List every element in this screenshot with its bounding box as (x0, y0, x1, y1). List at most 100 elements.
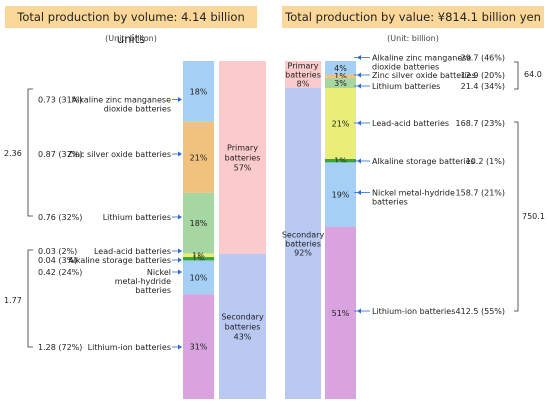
value-label-arrow (357, 120, 361, 126)
volume-bar-segment (183, 294, 214, 399)
value-segment-percent: 51% (332, 309, 350, 318)
volume-summary-label: 43% (234, 332, 252, 341)
value-bar-segment (325, 88, 356, 160)
volume-segment-percent: 10% (190, 273, 208, 282)
value-unit-label: (Unit: billion) (387, 34, 439, 43)
value-bar-segment (325, 74, 356, 78)
volume-item-value: 0.04 (3%) (38, 256, 77, 265)
value-summary-label: batteries (285, 71, 321, 80)
volume-chart-title: Total production by volume: 4.14 billion… (5, 6, 257, 46)
volume-bar-segment (183, 61, 214, 122)
volume-segment-percent: 21% (190, 153, 208, 162)
volume-secondary-bracket (27, 249, 33, 348)
volume-label-arrow (178, 248, 182, 254)
value-item-value: 412.5 (55%) (456, 307, 505, 316)
value-segment-percent: 1% (334, 72, 347, 81)
value-summary-label: batteries (285, 240, 321, 249)
volume-bar-segment (183, 260, 214, 295)
value-segment-percent: 4% (334, 64, 347, 73)
value-primary-bracket (514, 61, 519, 90)
volume-summary-label: 57% (234, 163, 252, 172)
value-item-value: 158.7 (21%) (456, 189, 505, 198)
value-item-label: Nickel metal-hydride (372, 189, 455, 198)
value-bar-segment (325, 61, 356, 75)
volume-item-label: metal-hydride (115, 277, 171, 286)
value-item-label: Alkaline zinc manganese (372, 54, 471, 63)
value-chart-title: Total production by value: ¥814.1 billio… (282, 6, 544, 28)
volume-segment-percent: 18% (190, 87, 208, 96)
volume-label-arrow (178, 344, 182, 350)
volume-item-label: Alkaline storage batteries (68, 256, 171, 265)
volume-label-arrow (178, 151, 182, 157)
volume-bar-segment (183, 253, 214, 258)
volume-primary-total: 2.36 (4, 149, 22, 158)
value-item-value: 29.7 (46%) (461, 54, 505, 63)
volume-item-value: 0.42 (24%) (38, 268, 82, 277)
volume-item-label: Zinc silver oxide batteries (67, 150, 171, 159)
volume-label-arrow (178, 97, 182, 102)
volume-summary-label: batteries (225, 322, 261, 331)
value-segment-percent: 1% (334, 157, 347, 166)
volume-segment-percent: 1% (192, 255, 205, 264)
volume-bar-segment (183, 192, 214, 254)
value-item-label: Lithium-ion batteries (372, 307, 455, 316)
value-primary-total: 64.0 (524, 70, 542, 79)
volume-item-value: 1.28 (72%) (38, 343, 82, 352)
value-bar-segment (325, 77, 356, 89)
volume-item-label: Alkaline zinc manganese (72, 96, 171, 105)
value-item-label: Zinc silver oxide batteries (372, 71, 476, 80)
value-segment-percent: 3% (334, 79, 347, 88)
volume-bar-segment (183, 121, 214, 193)
volume-label-arrow (178, 257, 182, 263)
value-summary-segment (285, 88, 321, 399)
volume-label-arrow (178, 214, 182, 220)
value-item-value: 12.9 (20%) (461, 71, 505, 80)
volume-summary-label: batteries (225, 153, 261, 162)
value-segment-percent: 19% (332, 191, 350, 200)
value-item-label: Lead-acid batteries (372, 119, 449, 128)
value-item-label: batteries (372, 198, 408, 207)
value-label-arrow (357, 55, 361, 60)
value-item-value: 21.4 (34%) (461, 82, 505, 91)
value-item-value: 168.7 (23%) (456, 119, 505, 128)
volume-item-value: 0.76 (32%) (38, 213, 82, 222)
volume-item-label: Lithium batteries (103, 213, 171, 222)
value-segment-percent: 21% (332, 120, 350, 129)
value-bar-segment (325, 162, 356, 227)
value-summary-label: Primary (288, 62, 319, 71)
volume-item-label: Lead-acid batteries (94, 247, 171, 256)
volume-item-label: batteries (135, 286, 171, 295)
value-item-label: dioxide batteries (372, 63, 439, 72)
value-secondary-bracket (514, 121, 519, 312)
volume-summary-label: Secondary (221, 312, 264, 321)
volume-item-value: 0.73 (31%) (38, 96, 82, 105)
volume-segment-percent: 31% (190, 343, 208, 352)
value-item-label: Lithium batteries (372, 82, 440, 91)
volume-unit-label: (Unit: billion) (105, 34, 157, 43)
value-summary-label: 92% (294, 249, 312, 258)
value-label-arrow (357, 158, 361, 164)
volume-item-label: dioxide batteries (104, 105, 171, 114)
value-summary-label: 8% (297, 80, 310, 89)
volume-bar-segment (183, 257, 214, 261)
value-label-arrow (357, 83, 361, 89)
value-item-label: Alkaline storage batteries (372, 157, 475, 166)
value-summary-segment (285, 61, 321, 89)
value-summary-label: Secondary (282, 231, 325, 240)
volume-label-arrow (178, 269, 182, 275)
value-label-arrow (357, 72, 361, 78)
volume-summary-segment (219, 61, 266, 254)
volume-segment-percent: 1% (192, 251, 205, 260)
value-label-arrow (357, 190, 361, 195)
value-item-value: 10.2 (1%) (466, 157, 505, 166)
volume-summary-segment (219, 253, 266, 399)
value-secondary-total: 750.1 (522, 212, 545, 221)
volume-item-value: 0.87 (37%) (38, 150, 82, 159)
volume-item-value: 0.03 (2%) (38, 247, 77, 256)
volume-segment-percent: 18% (190, 219, 208, 228)
volume-item-label: Nickel (147, 268, 171, 277)
volume-summary-label: Primary (227, 143, 258, 152)
value-bar-segment (325, 226, 356, 399)
value-label-arrow (357, 308, 361, 314)
